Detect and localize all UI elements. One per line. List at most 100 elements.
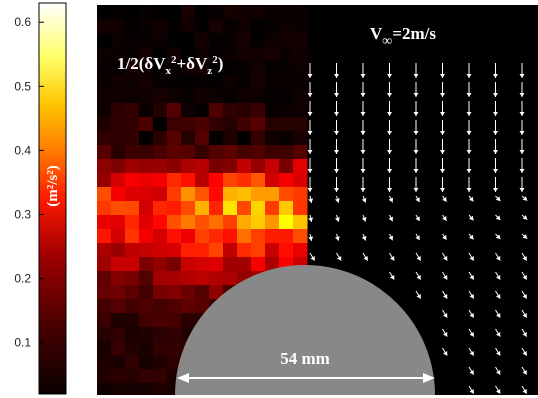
heatmap-cell (181, 19, 196, 34)
heatmap-cell (279, 117, 294, 132)
heatmap-cell (97, 173, 112, 188)
velocity-vector-head (522, 234, 528, 239)
velocity-vector-head (413, 93, 419, 97)
velocity-vector-head (469, 312, 474, 318)
heatmap-cell (139, 383, 154, 395)
velocity-vector-head (416, 255, 421, 261)
heatmap-cell (111, 187, 126, 202)
heatmap-cell (167, 33, 182, 48)
heatmap-cell (251, 89, 266, 104)
heatmap-cell (125, 33, 140, 48)
heatmap-cell (279, 75, 294, 90)
freestream-label: V∞=2m/s (370, 24, 436, 49)
velocity-vector-head (334, 93, 339, 97)
heatmap-cell (251, 131, 266, 146)
heatmap-cell (237, 5, 252, 20)
heatmap-cell (97, 215, 112, 230)
heatmap-cell (167, 145, 182, 160)
heatmap-cell (195, 257, 210, 272)
heatmap-cell (125, 299, 140, 314)
velocity-vector-head (334, 236, 340, 241)
velocity-vector-head (360, 169, 366, 173)
heatmap-cell (293, 19, 308, 34)
heatmap-cell (111, 383, 126, 395)
heatmap-cell (125, 383, 140, 395)
heatmap-cell (237, 229, 252, 244)
velocity-vector-head (469, 369, 474, 375)
heatmap-cell (111, 89, 126, 104)
heatmap-cell (279, 187, 294, 202)
heatmap-cell (237, 173, 252, 188)
heatmap-cell (223, 145, 238, 160)
heatmap-cell (279, 131, 294, 146)
heatmap-cell (279, 145, 294, 160)
velocity-vector-head (522, 274, 527, 280)
heatmap-plot: 54 mm 1/2(δVx2+δVz2) V∞=2m/s (97, 5, 538, 395)
heatmap-cell (265, 131, 280, 146)
heatmap-cell (223, 103, 238, 118)
heatmap-cell (181, 313, 196, 328)
velocity-vector-head (334, 131, 339, 135)
heatmap-cell (153, 369, 168, 384)
heatmap-cell (209, 47, 224, 62)
heatmap-cell (153, 257, 168, 272)
heatmap-cell (153, 215, 168, 230)
velocity-vector-head (493, 169, 498, 173)
velocity-vector-head (389, 255, 395, 261)
heatmap-cell (279, 5, 294, 20)
velocity-vector-head (415, 197, 420, 203)
heatmap-cell (111, 47, 126, 62)
velocity-vector-head (413, 150, 419, 154)
heatmap-cell (195, 271, 210, 286)
heatmap-cell (195, 19, 210, 34)
heatmap-cell (195, 159, 210, 174)
heatmap-cell (251, 5, 266, 20)
heatmap-cell (223, 19, 238, 34)
heatmap-cell (237, 145, 252, 160)
heatmap-cell (111, 355, 126, 370)
heatmap-cell (139, 327, 154, 342)
heatmap-cell (195, 61, 210, 76)
heatmap-cell (251, 257, 266, 272)
velocity-vector-head (442, 350, 448, 356)
heatmap-cell (181, 117, 196, 132)
heatmap-cell (139, 131, 154, 146)
velocity-vector-head (442, 331, 448, 337)
velocity-vector-head (334, 150, 339, 154)
heatmap-cell (209, 215, 224, 230)
heatmap-cell (167, 313, 182, 328)
heatmap-cell (97, 369, 112, 384)
heatmap-cell (181, 285, 196, 300)
heatmap-cell (125, 117, 140, 132)
heatmap-cell (153, 341, 168, 356)
velocity-vector-head (495, 274, 501, 280)
colorbar-gradient (38, 2, 67, 395)
velocity-vector-head (334, 188, 339, 192)
heatmap-cell (293, 103, 308, 118)
heatmap-cell (237, 117, 252, 132)
heatmap-cell (139, 285, 154, 300)
heatmap-cell (293, 89, 308, 104)
heatmap-cell (195, 201, 210, 216)
heatmap-cell (279, 19, 294, 34)
cylinder (175, 265, 435, 395)
heatmap-cell (293, 131, 308, 146)
velocity-vector-head (440, 112, 445, 116)
heatmap-cell (209, 131, 224, 146)
velocity-vector-head (442, 274, 448, 280)
heatmap-cell (139, 159, 154, 174)
velocity-vector-head (466, 93, 472, 97)
heatmap-cell (167, 257, 182, 272)
heatmap-cell (251, 75, 266, 90)
heatmap-cell (125, 61, 140, 76)
velocity-vector-head (468, 234, 474, 240)
velocity-vector-head (469, 388, 474, 394)
heatmap-cell (265, 215, 280, 230)
velocity-vector-head (522, 255, 527, 261)
velocity-vector-head (522, 312, 527, 318)
heatmap-cell (209, 145, 224, 160)
velocity-vector-head (466, 169, 472, 173)
heatmap-cell (237, 243, 252, 258)
heatmap-cell (97, 355, 112, 370)
heatmap-cell (153, 187, 168, 202)
